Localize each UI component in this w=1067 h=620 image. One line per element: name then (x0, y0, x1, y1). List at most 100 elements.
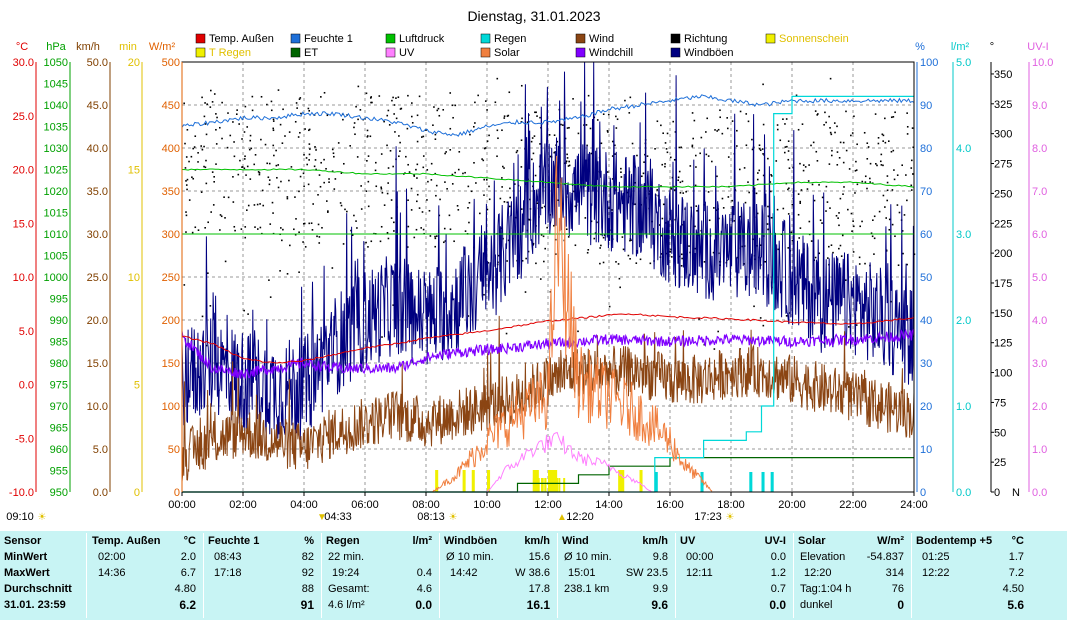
direction-dot (307, 183, 310, 186)
direction-dot (475, 182, 477, 184)
rain-unit: l/m² (412, 535, 432, 547)
direction-dot (546, 226, 548, 229)
direction-dot (184, 142, 186, 145)
direction-dot (830, 133, 833, 136)
direction-dot (191, 176, 193, 179)
direction-dot (503, 167, 505, 169)
direction-dot (886, 181, 889, 184)
direction-dot (641, 175, 643, 178)
direction-dot (286, 197, 289, 200)
direction-dot (349, 145, 351, 147)
rain-header: Regen (326, 535, 360, 547)
x-tick-label: 18:00 (717, 499, 745, 511)
direction-dot (497, 137, 499, 140)
direction-dot (620, 167, 622, 170)
direction-dot (744, 201, 747, 204)
direction-dot (462, 172, 464, 175)
direction-dot (399, 108, 402, 110)
direction-dot (784, 146, 787, 148)
direction-dot (327, 211, 329, 213)
direction-dot (321, 226, 323, 229)
direction-dot (800, 189, 803, 191)
direction-dot (205, 133, 208, 136)
direction-dot (832, 251, 834, 254)
direction-dot (464, 171, 466, 174)
direction-dot (689, 165, 692, 167)
direction-dot (238, 123, 240, 125)
direction-dot (271, 201, 274, 204)
direction-dot (241, 166, 243, 168)
direction-dot (743, 263, 745, 265)
axis-uv-unit: UV-I (1027, 41, 1048, 53)
direction-dot (312, 203, 314, 205)
direction-dot (286, 196, 289, 198)
direction-dot (520, 208, 523, 210)
direction-dot (297, 136, 300, 138)
direction-dot (817, 113, 819, 115)
direction-dot (845, 149, 848, 152)
direction-dot (851, 132, 854, 134)
direction-dot (808, 220, 811, 223)
direction-dot (201, 96, 203, 99)
direction-dot (253, 163, 256, 166)
direction-dot (317, 194, 319, 196)
legend-swatch (765, 33, 776, 44)
axis-pressure-tick: 985 (50, 337, 68, 349)
axis-direction-tick: 275 (994, 159, 1012, 171)
direction-dot (666, 132, 669, 135)
axis-wind-tick: 45.0 (87, 100, 108, 112)
legend-swatch (385, 33, 396, 44)
direction-dot (680, 265, 683, 267)
direction-dot (197, 152, 199, 154)
direction-dot (810, 144, 812, 147)
direction-dot (838, 224, 840, 227)
direction-dot (532, 152, 535, 155)
direction-dot (629, 96, 632, 99)
direction-dot (775, 160, 778, 162)
direction-dot (553, 134, 556, 137)
direction-dot (705, 153, 708, 156)
direction-dot (435, 235, 438, 237)
direction-dot (194, 226, 197, 229)
direction-dot (890, 150, 893, 153)
direction-dot (413, 236, 416, 239)
direction-dot (628, 112, 631, 114)
axis-humidity-tick: 60 (920, 229, 932, 241)
direction-dot (433, 106, 435, 108)
direction-dot (203, 145, 205, 148)
direction-dot (664, 163, 666, 165)
direction-dot (346, 210, 348, 213)
direction-dot (614, 144, 616, 147)
temp-avg: 4.80 (174, 583, 196, 595)
direction-dot (864, 175, 867, 178)
direction-dot (787, 158, 790, 161)
direction-dot (203, 115, 206, 118)
direction-dot (457, 209, 460, 211)
direction-dot (249, 134, 252, 137)
direction-dot (204, 123, 207, 125)
axis-solar-tick: 200 (162, 315, 180, 327)
direction-dot (534, 111, 536, 114)
direction-dot (859, 225, 862, 228)
direction-dot (275, 164, 278, 167)
axis-humidity-tick: 40 (920, 315, 932, 327)
direction-dot (804, 166, 807, 168)
wind-avg10-label: Ø 10 min. (564, 551, 612, 563)
axis-direction-tick: 325 (994, 99, 1012, 111)
axis-temp-unit: °C (16, 41, 28, 53)
direction-dot (449, 127, 452, 130)
direction-dot (910, 167, 913, 169)
axis-uv-tick: 5.0 (1032, 272, 1047, 284)
direction-dot (437, 107, 440, 110)
direction-dot (413, 175, 416, 177)
direction-dot (367, 205, 370, 208)
temp-max-value: 6.7 (180, 567, 196, 579)
direction-dot (339, 202, 342, 204)
direction-dot (661, 163, 664, 166)
direction-dot (268, 162, 271, 165)
direction-dot (443, 227, 446, 230)
direction-dot (811, 183, 814, 186)
direction-dot (323, 91, 326, 94)
direction-dot (886, 199, 889, 202)
direction-dot (328, 178, 330, 180)
